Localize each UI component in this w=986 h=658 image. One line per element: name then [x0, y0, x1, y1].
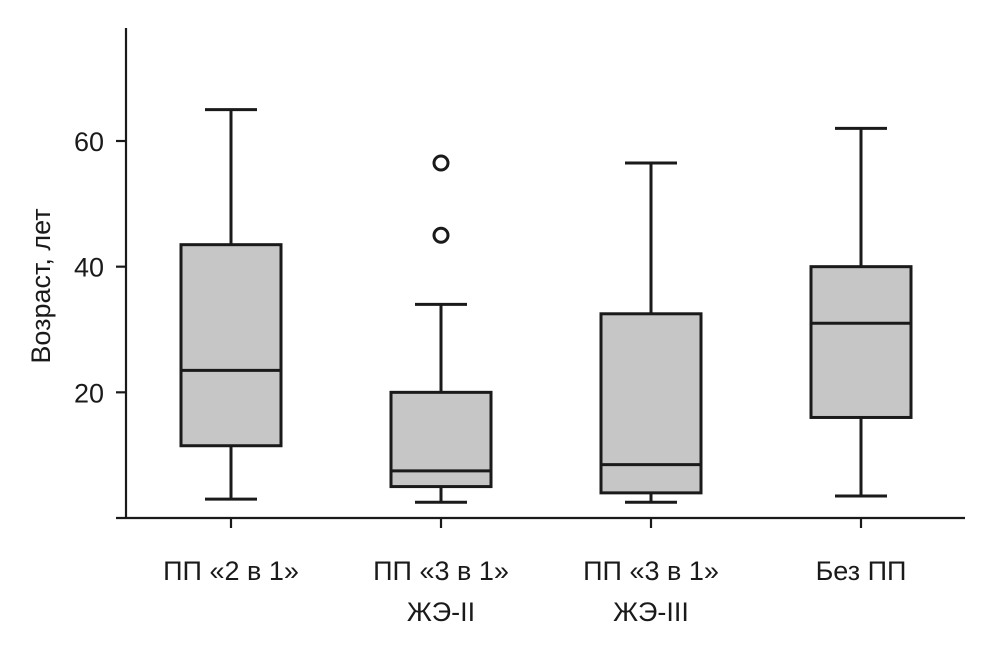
iqr-box — [389, 390, 493, 489]
x-category-label-line: ПП «3 в 1» — [373, 556, 509, 586]
x-category-label: ПП «3 в 1» ЖЭ-II — [373, 556, 509, 627]
x-category-label: ПП «2 в 1» — [163, 556, 299, 586]
iqr-box — [599, 312, 703, 495]
x-category-label: Без ПП — [816, 556, 907, 586]
y-tick-label: 40 — [74, 253, 104, 283]
iqr-box — [809, 265, 913, 419]
y-axis-title: Возраст, лет — [26, 208, 56, 363]
x-category-label: ПП «3 в 1» ЖЭ-III — [583, 556, 719, 627]
outlier-point — [432, 226, 450, 244]
x-category-label-line: ПП «2 в 1» — [163, 556, 299, 586]
outlier-point — [432, 154, 450, 172]
y-tick-label: 20 — [74, 378, 104, 408]
x-category-label-line: ЖЭ-III — [613, 597, 689, 627]
x-category-label-line: ПП «3 в 1» — [583, 556, 719, 586]
iqr-box — [179, 243, 283, 448]
x-category-label-line: ЖЭ-II — [407, 597, 475, 627]
y-tick-label: 60 — [74, 127, 104, 157]
x-category-label-line: Без ПП — [816, 556, 907, 586]
